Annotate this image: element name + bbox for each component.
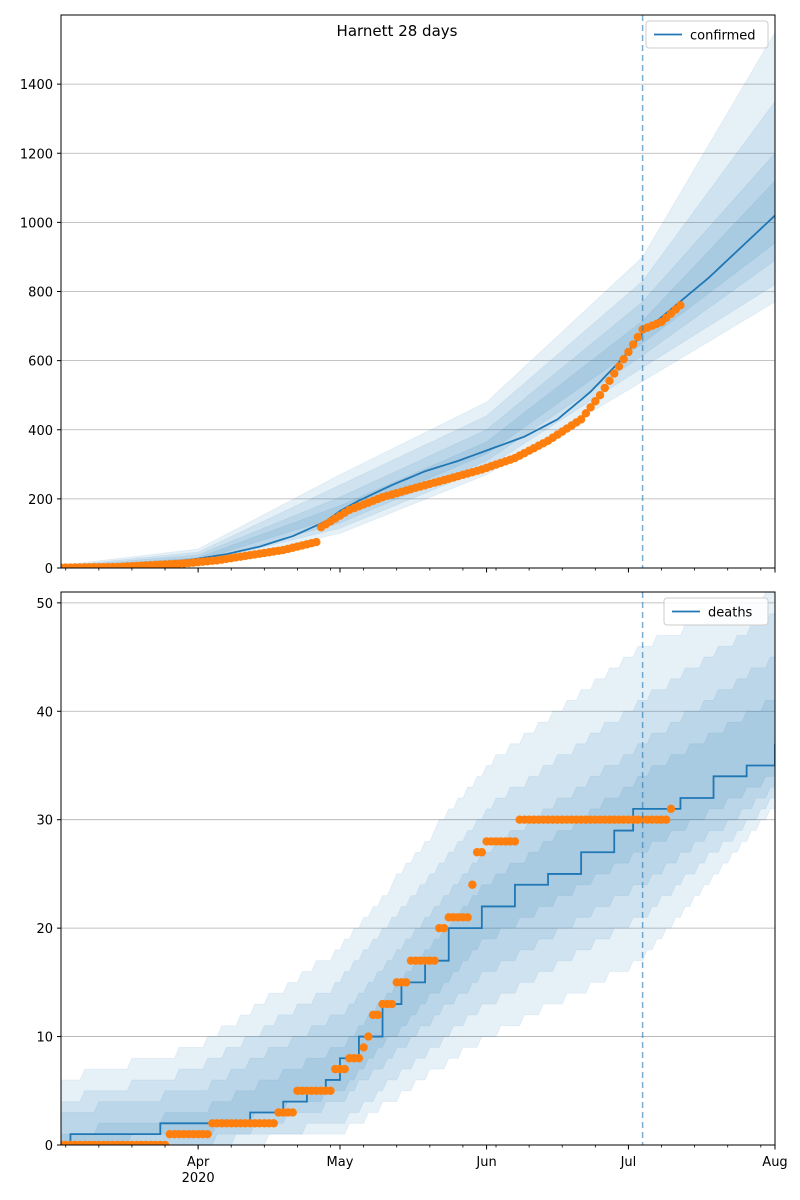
axes-frame (60, 591, 776, 1146)
y-tick-label: 1200 (20, 147, 53, 162)
observed-point (624, 347, 633, 357)
y-tick-label: 200 (28, 493, 53, 508)
model-series-line (61, 743, 775, 1145)
observed-point (676, 301, 685, 310)
observed-point (401, 978, 411, 987)
observed-point (354, 1054, 364, 1063)
y-tick-label: 1000 (20, 216, 53, 231)
legend-box (663, 597, 769, 626)
observed-point (288, 1108, 297, 1117)
x-tick-label: Aug (762, 1155, 787, 1170)
observed-point (387, 999, 397, 1009)
y-tick-label: 0 (45, 1139, 53, 1154)
y-tick-label: 0 (45, 562, 53, 577)
legend-label: deaths (708, 606, 753, 621)
uncertainty-band-0.5-99.5 (61, 592, 775, 1145)
observed-point (586, 403, 595, 412)
observed-point (591, 397, 600, 406)
observed-point (463, 913, 472, 922)
y-tick-label: 50 (36, 597, 53, 612)
confirmed-panel: 0 200 400 600 800 1000 1200 1400 confirmed (20, 14, 776, 577)
observed-point (610, 369, 619, 378)
y-tick-label: 40 (36, 705, 53, 720)
observed-point (628, 340, 638, 349)
observed-point (605, 376, 614, 385)
observed-point (510, 837, 520, 846)
y-tick-label: 1400 (20, 78, 53, 93)
observed-point (600, 383, 609, 393)
observed-point (312, 537, 321, 547)
observed-point (203, 1129, 212, 1139)
plot-area (61, 31, 775, 568)
y-tick-label: 600 (28, 355, 53, 370)
x-tick-label: Jul (620, 1155, 637, 1170)
observed-point (373, 1010, 383, 1020)
observed-point (340, 1064, 349, 1074)
x-tick-label: Jun (475, 1155, 496, 1170)
observed-point (477, 848, 487, 857)
uncertainty-band-2.5-97.5 (61, 613, 775, 1145)
uncertainty-band-25-75 (61, 180, 775, 568)
legend: confirmed (645, 20, 769, 49)
observed-point (468, 880, 477, 889)
y-tick-label: 400 (28, 424, 53, 439)
observed-point (364, 1032, 373, 1041)
y-tick-label: 10 (36, 1031, 53, 1046)
observed-point (160, 1140, 170, 1145)
observed-point (633, 332, 643, 342)
y-tick-label: 20 (36, 922, 53, 937)
observed-point (619, 354, 628, 364)
observed-point (581, 409, 591, 418)
observed-point (430, 956, 439, 965)
legend-label: confirmed (690, 29, 756, 44)
observed-point (614, 362, 624, 371)
y-tick-label: 800 (28, 286, 53, 301)
observed-point (662, 815, 671, 824)
x-tick-label: Apr (187, 1155, 210, 1170)
chart-title: Harnett 28 days (337, 22, 458, 40)
observed-point (576, 415, 586, 424)
observed-point (595, 390, 605, 400)
observed-point (439, 923, 449, 933)
legend-box (645, 20, 769, 49)
legend: deaths (663, 597, 769, 626)
observed-point (269, 1119, 278, 1128)
observed-point (326, 1086, 335, 1095)
y-tick-label: 30 (36, 814, 53, 829)
observed-point (666, 804, 676, 814)
plot-area (61, 592, 775, 1145)
x-tick-sublabel: 2020 (182, 1171, 215, 1186)
observed-point (359, 1043, 368, 1052)
x-tick-label: May (327, 1155, 354, 1170)
